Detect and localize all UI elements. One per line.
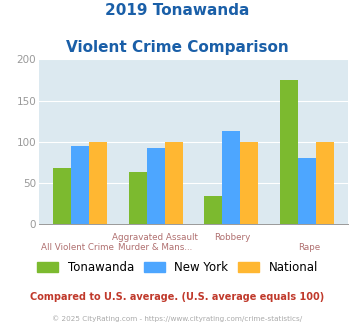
Bar [71, 146, 89, 224]
Bar [53, 168, 71, 224]
Bar [165, 142, 183, 224]
Text: All Violent Crime: All Violent Crime [41, 243, 114, 251]
Bar [222, 131, 240, 224]
Bar [204, 195, 222, 224]
Legend: Tonawanda, New York, National: Tonawanda, New York, National [32, 257, 323, 279]
Text: 2019 Tonawanda: 2019 Tonawanda [105, 3, 250, 18]
Text: Rape: Rape [298, 243, 320, 251]
Bar [147, 148, 165, 224]
Text: Violent Crime Comparison: Violent Crime Comparison [66, 40, 289, 54]
Text: © 2025 CityRating.com - https://www.cityrating.com/crime-statistics/: © 2025 CityRating.com - https://www.city… [53, 315, 302, 322]
Bar [89, 142, 108, 224]
Text: Murder & Mans...: Murder & Mans... [118, 243, 192, 251]
Bar [129, 172, 147, 224]
Bar [240, 142, 258, 224]
Text: Robbery: Robbery [214, 233, 250, 242]
Text: Aggravated Assault: Aggravated Assault [112, 233, 198, 242]
Bar [297, 158, 316, 224]
Bar [279, 80, 297, 224]
Text: Compared to U.S. average. (U.S. average equals 100): Compared to U.S. average. (U.S. average … [31, 292, 324, 302]
Bar [316, 142, 334, 224]
